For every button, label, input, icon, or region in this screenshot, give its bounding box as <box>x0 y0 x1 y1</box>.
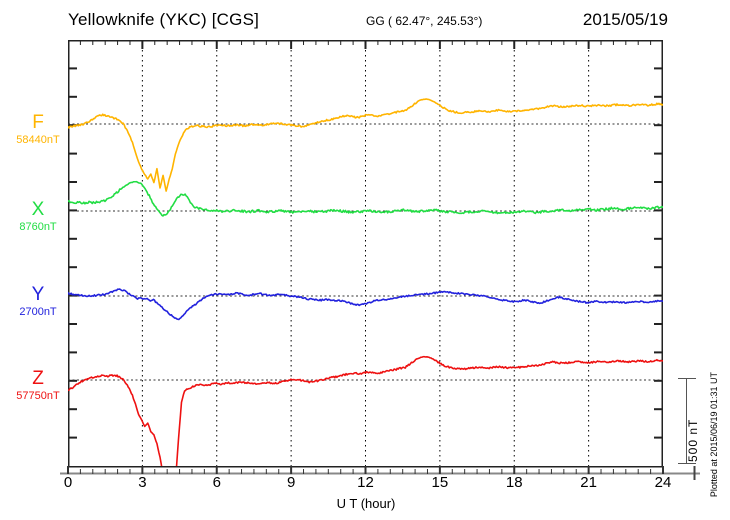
observation-date: 2015/05/19 <box>582 10 668 29</box>
trace-x <box>68 180 663 217</box>
x-tick-label: 24 <box>654 474 672 491</box>
component-label-x: X 8760nT <box>19 199 56 233</box>
component-key: Z <box>32 367 44 389</box>
component-label-y: Y 2700nT <box>19 284 56 318</box>
page-title: Yellowknife (YKC) [CGS] <box>68 10 260 29</box>
scale-bar-cap-top <box>678 378 696 379</box>
x-tick-label: 12 <box>357 474 374 491</box>
component-label-z: Z 57750nT <box>16 368 59 402</box>
component-baseline-value: 57750nT <box>16 389 60 402</box>
component-key: Y <box>31 283 45 305</box>
component-baseline-value: 2700nT <box>19 305 57 318</box>
geographic-coordinates: GG ( 62.47°, 245.53°) <box>366 14 483 28</box>
x-tick-label: 9 <box>286 474 296 491</box>
trace-y <box>68 288 663 321</box>
trace-z <box>68 355 663 466</box>
x-tick-label: 21 <box>580 474 597 491</box>
component-key: X <box>31 198 45 220</box>
component-baseline-value: 58440nT <box>16 133 60 146</box>
component-label-f: F 58440nT <box>16 112 59 146</box>
x-tick-label: 6 <box>212 474 221 491</box>
component-baseline-value: 8760nT <box>19 220 57 233</box>
scale-bar-label: 500 nT <box>686 418 700 462</box>
x-tick-label: 15 <box>431 474 449 491</box>
x-axis <box>60 466 700 480</box>
x-axis-title: U T (hour) <box>336 496 396 511</box>
component-key: F <box>32 111 44 133</box>
scale-bar-line <box>686 378 687 464</box>
x-tick-label: 18 <box>505 474 523 491</box>
scale-bar-cap-bottom <box>678 463 696 464</box>
scale-bar <box>676 378 698 464</box>
magnetogram-plot <box>68 40 663 466</box>
x-tick-label: 3 <box>138 474 147 491</box>
x-tick-label: 0 <box>63 474 73 491</box>
plot-canvas <box>68 40 663 466</box>
trace-f <box>68 98 663 192</box>
